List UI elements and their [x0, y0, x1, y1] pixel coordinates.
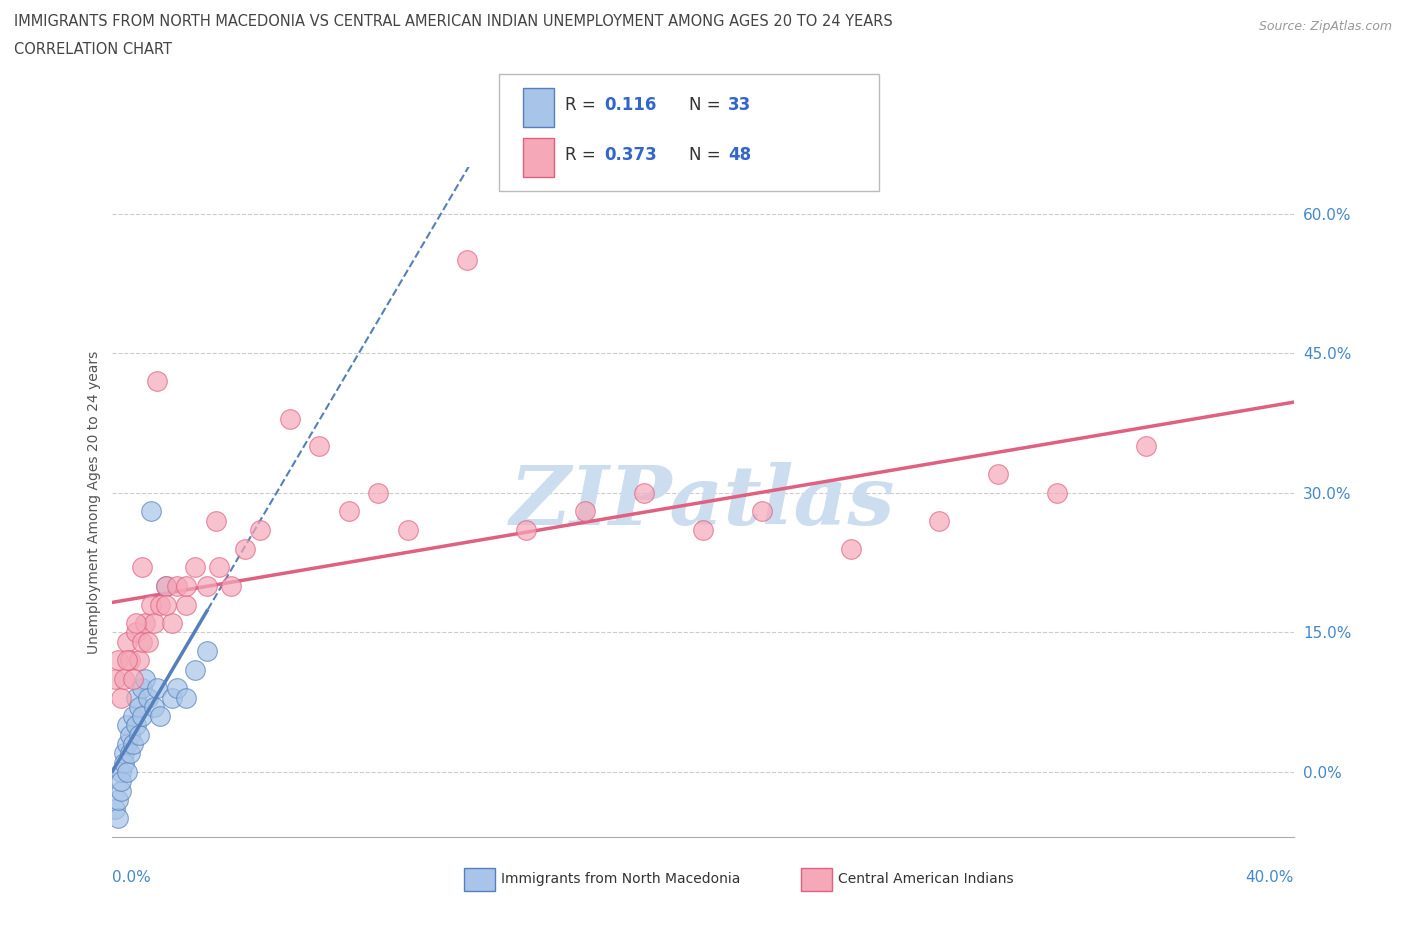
Point — [205, 513, 228, 528]
Point — [574, 504, 596, 519]
Point — [515, 523, 537, 538]
Point — [128, 699, 150, 714]
Point — [131, 709, 153, 724]
Point — [110, 783, 132, 798]
Point — [112, 746, 135, 761]
Point — [110, 764, 132, 779]
Point — [117, 764, 138, 779]
Point — [142, 616, 165, 631]
Text: 0.116: 0.116 — [605, 96, 657, 113]
Point — [160, 690, 183, 705]
Point — [208, 560, 231, 575]
Point — [131, 681, 153, 696]
Y-axis label: Unemployment Among Ages 20 to 24 years: Unemployment Among Ages 20 to 24 years — [87, 351, 101, 654]
Text: 48: 48 — [728, 146, 751, 164]
Point — [155, 578, 177, 593]
Point — [149, 709, 172, 724]
Point — [367, 485, 389, 500]
Point — [396, 523, 419, 538]
Point — [122, 737, 145, 751]
Point — [139, 597, 162, 612]
Text: Central American Indians: Central American Indians — [838, 872, 1014, 886]
Point — [149, 597, 172, 612]
Text: R =: R = — [565, 96, 602, 113]
Point — [117, 718, 138, 733]
Point — [104, 802, 127, 817]
Text: IMMIGRANTS FROM NORTH MACEDONIA VS CENTRAL AMERICAN INDIAN UNEMPLOYMENT AMONG AG: IMMIGRANTS FROM NORTH MACEDONIA VS CENTR… — [14, 14, 893, 29]
Point — [112, 755, 135, 770]
Point — [174, 690, 197, 705]
Point — [174, 597, 197, 612]
Point — [104, 671, 127, 686]
Point — [219, 578, 242, 593]
Point — [122, 709, 145, 724]
Point — [107, 811, 129, 826]
Point — [751, 504, 773, 519]
Point — [139, 504, 162, 519]
Point — [112, 671, 135, 686]
Point — [633, 485, 655, 500]
Point — [278, 411, 301, 426]
Text: ZIPatlas: ZIPatlas — [510, 462, 896, 542]
Point — [146, 374, 169, 389]
Point — [107, 792, 129, 807]
Point — [195, 644, 218, 658]
Point — [839, 541, 862, 556]
Point — [110, 690, 132, 705]
Point — [456, 253, 478, 268]
Point — [166, 578, 188, 593]
Point — [166, 681, 188, 696]
Text: 40.0%: 40.0% — [1246, 870, 1294, 884]
Point — [136, 634, 159, 649]
Point — [110, 774, 132, 789]
Point — [131, 634, 153, 649]
Text: R =: R = — [565, 146, 602, 164]
Point — [692, 523, 714, 538]
Point — [117, 737, 138, 751]
Text: 0.373: 0.373 — [605, 146, 658, 164]
Text: 0.0%: 0.0% — [112, 870, 152, 884]
Text: 33: 33 — [728, 96, 752, 113]
Text: CORRELATION CHART: CORRELATION CHART — [14, 42, 172, 57]
Point — [125, 718, 148, 733]
Point — [146, 681, 169, 696]
Point — [134, 671, 156, 686]
Point — [117, 653, 138, 668]
Point — [134, 616, 156, 631]
Text: Source: ZipAtlas.com: Source: ZipAtlas.com — [1258, 20, 1392, 33]
Point — [195, 578, 218, 593]
Point — [1135, 439, 1157, 454]
Point — [987, 467, 1010, 482]
Point — [1046, 485, 1069, 500]
Point — [117, 634, 138, 649]
Point — [120, 727, 142, 742]
Point — [120, 653, 142, 668]
Point — [174, 578, 197, 593]
Text: Immigrants from North Macedonia: Immigrants from North Macedonia — [501, 872, 740, 886]
Point — [155, 597, 177, 612]
Point — [249, 523, 271, 538]
Point — [120, 746, 142, 761]
Point — [308, 439, 330, 454]
Point — [125, 616, 148, 631]
Point — [155, 578, 177, 593]
Point — [131, 560, 153, 575]
Point — [136, 690, 159, 705]
Point — [128, 727, 150, 742]
Point — [107, 653, 129, 668]
Point — [337, 504, 360, 519]
Point — [184, 662, 207, 677]
Point — [928, 513, 950, 528]
Point — [122, 671, 145, 686]
Point — [184, 560, 207, 575]
Point — [142, 699, 165, 714]
Text: N =: N = — [689, 96, 725, 113]
Text: N =: N = — [689, 146, 725, 164]
Point — [160, 616, 183, 631]
Point — [125, 690, 148, 705]
Point — [128, 653, 150, 668]
Point — [233, 541, 256, 556]
Point — [125, 625, 148, 640]
